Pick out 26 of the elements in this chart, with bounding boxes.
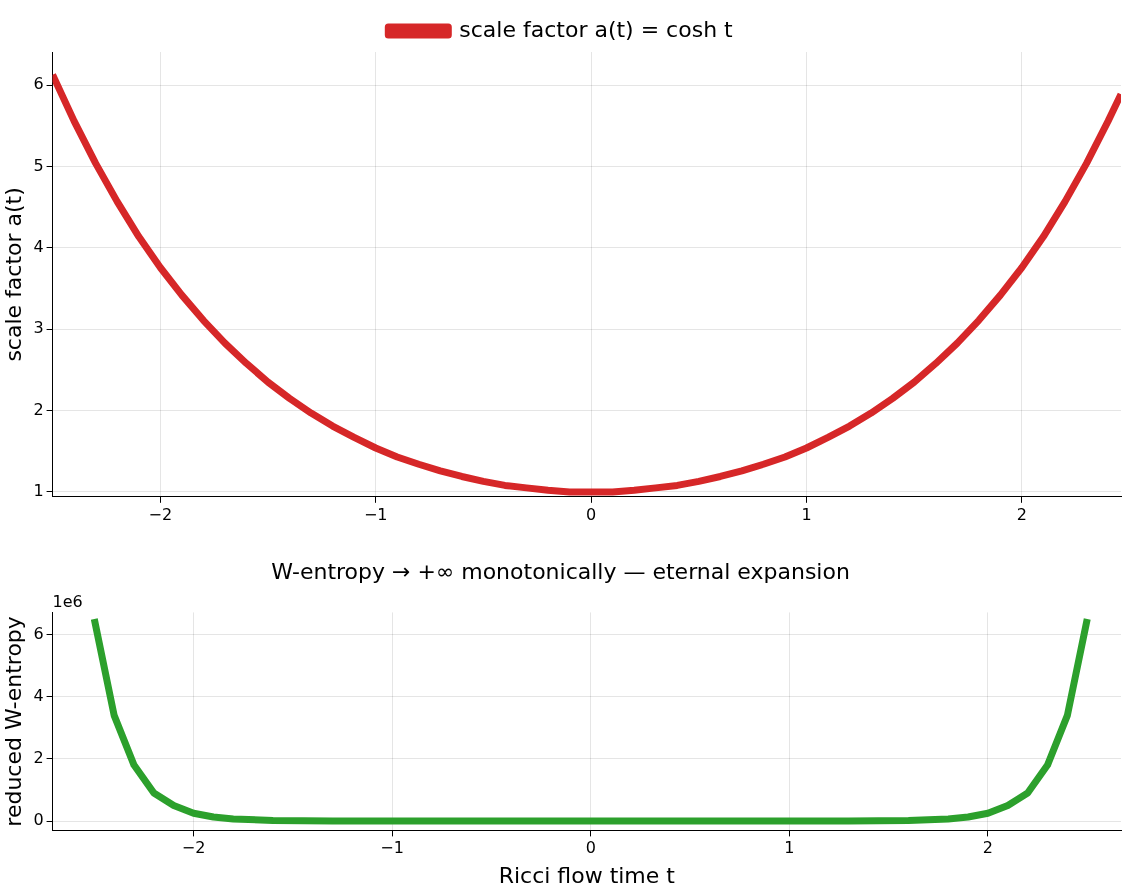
x-tick-label: 1 bbox=[784, 838, 795, 858]
y-tick-label: 3 bbox=[33, 318, 44, 338]
y-tick-label: 2 bbox=[33, 399, 44, 419]
x-tick-label: 1 bbox=[801, 504, 812, 524]
y-tick-label: 6 bbox=[33, 623, 44, 643]
x-tick-label: −2 bbox=[181, 838, 206, 858]
y-tick-label: 1 bbox=[33, 481, 44, 501]
y-axis-title: reduced W-entropy bbox=[0, 616, 26, 827]
x-tick-label: 0 bbox=[585, 838, 596, 858]
legend-label: scale factor a(t) = cosh t bbox=[459, 16, 734, 42]
y-tick-label: 4 bbox=[33, 237, 44, 257]
y-axis-title: scale factor a(t) bbox=[0, 187, 26, 362]
y-tick-label: 5 bbox=[33, 155, 44, 175]
x-tick-label: −1 bbox=[380, 838, 404, 858]
x-tick-label: 0 bbox=[586, 504, 597, 524]
text: 1e6 bbox=[52, 591, 83, 611]
y-tick-label: 0 bbox=[33, 810, 44, 830]
x-tick-label: −2 bbox=[148, 504, 173, 524]
x-tick-label: 2 bbox=[982, 838, 994, 858]
chart-title: W-entropy → +∞ monotonically — eternal expansion bbox=[271, 558, 850, 584]
x-tick-label: −1 bbox=[363, 504, 388, 524]
y-tick-label: 4 bbox=[33, 685, 44, 705]
x-tick-label: 2 bbox=[1016, 504, 1028, 524]
x-axis-title: Ricci flow time t bbox=[498, 862, 676, 888]
y-tick-label: 2 bbox=[33, 748, 44, 768]
y-tick-label: 6 bbox=[33, 74, 44, 94]
